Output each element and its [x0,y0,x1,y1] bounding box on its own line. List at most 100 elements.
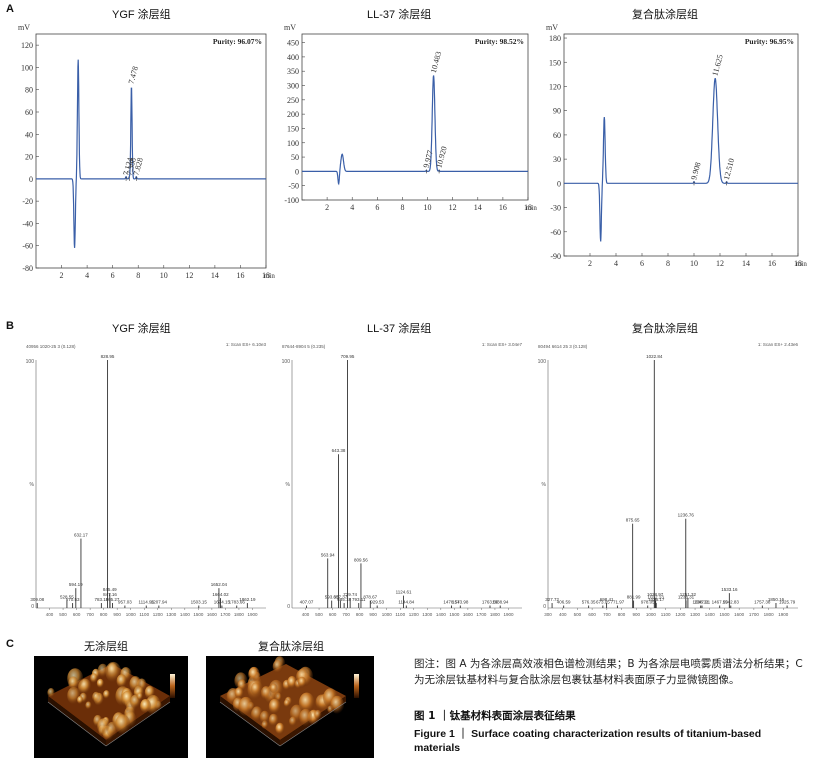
figure-note: 图注：图 A 为各涂层高效液相色谱检测结果；B 为各涂层电喷雾质谱法分析结果；C… [414,658,803,686]
y-tick-label: 0 [557,179,561,188]
spectrum-header-right: 1: Scan ES+ 2.43e6 [758,342,799,347]
peak-label: 845.49 [103,587,117,592]
afm-height-feature [116,674,128,688]
x-tick-label: 1600 [207,612,218,617]
x-tick-label: 8 [666,259,670,268]
peak-label: 528.55 [60,595,74,600]
hplc-chart-ygf: mV 120 100 80 60 40 20 0 -20 -40 -60 -80 2 4 6 8 10 12 14 1… [18,23,275,280]
peak-label: 1543.98 [452,600,469,605]
spectrum-header-left: 40956 1020-25 3 (0.128) [26,344,76,349]
hplc-title-composite: 复合肽涂层组 [632,9,698,21]
hplc-chart-composite: mV 180 150 120 90 60 30 0 -30 -60 -90 2 4 6 8 10 12 14 16 1… [546,23,807,268]
x-tick-label: 1400 [436,612,447,617]
afm-height-feature [330,695,344,714]
x-tick-label: 700 [342,612,350,617]
x-tick-label: 1400 [705,612,716,617]
afm-height-feature [90,673,98,684]
peak-label: 594.19 [69,582,83,587]
y-tick-label: 250 [287,96,299,105]
x-tick-label: 8 [136,271,140,280]
y-tick-label: 150 [549,58,561,67]
figure-title-en: Figure 1 ｜ Surface coating characterizat… [414,728,762,754]
x-tick-label: 900 [369,612,377,617]
y-axis-unit: % [286,482,291,488]
afm-image-composite [206,656,374,758]
afm-height-feature [238,696,254,717]
peak-label: 685.18 [337,597,351,602]
panel-letter-a: A [6,3,14,15]
peak-label: 1542.83 [723,600,740,605]
y-tick-label: 180 [549,34,561,43]
x-tick-label: 14 [211,271,219,280]
y-tick-label: -30 [550,204,561,213]
chromatogram-trace [36,59,266,248]
y-tick-label: 400 [287,53,299,62]
y-tick-label: 80 [25,86,33,95]
afm-height-feature [103,690,110,699]
x-tick-label: 1700 [476,612,487,617]
x-tick-label: 4 [614,259,618,268]
afm-height-feature [144,685,155,699]
purity-label: Purity: 98.52% [475,37,524,46]
x-tick-label: 1900 [247,612,258,617]
x-tick-label: 1200 [675,612,686,617]
figure-title-cn: 图 1 ｜钛基材料表面涂层表征结果 [414,710,576,722]
afm-height-feature [314,709,322,720]
peak-label: 327.72 [545,597,559,602]
y-tick-label: 100 [538,359,547,365]
hplc-title-ygf: YGF 涂层组 [112,9,171,21]
peak-label: 865.27 [106,597,120,602]
peak-label: 847.16 [103,592,117,597]
y-tick-label: 60 [553,131,561,140]
x-tick-label: 18 [524,203,532,212]
peak-label: 563.94 [321,552,335,557]
x-tick-label: 400 [559,612,567,617]
x-tick-label: 16 [768,259,776,268]
x-tick-label: 1700 [220,612,231,617]
peak-label: 570.53 [66,597,80,602]
afm-height-feature [275,722,285,735]
x-tick-label: 600 [588,612,596,617]
chromatogram-trace [564,78,798,242]
x-tick-label: 1300 [422,612,433,617]
peak-label: 643.38 [332,448,346,453]
peak-label: 729.74 [343,592,357,597]
y-tick-label: 100 [287,139,299,148]
panel-letter-b: B [6,320,14,332]
y-tick-label: 100 [26,359,35,365]
x-tick-label: 8 [400,203,404,212]
peak-label: 1124.61 [396,590,412,595]
y-tick-label: 200 [287,110,299,119]
x-tick-label: 600 [73,612,81,617]
ms-title-composite: 复合肽涂层组 [632,323,698,335]
y-tick-label: -40 [22,219,33,228]
peak-label: 7.124 [121,157,134,177]
y-axis-unit: % [542,482,547,488]
afm-height-feature [105,661,122,683]
x-tick-label: 1700 [749,612,760,617]
afm-height-feature [68,676,79,690]
spectrum-header-left: 87644-8904 5 (0.235) [282,344,326,349]
afm-height-feature [77,696,84,705]
peak-label: 1533.16 [721,587,738,592]
peak-label: 657.37 [333,595,347,600]
y-axis-unit: mV [546,23,558,32]
afm-height-feature [270,683,278,694]
afm-height-feature [115,714,131,734]
y-tick-label: 20 [25,153,33,162]
y-tick-label: 40 [25,130,33,139]
x-tick-label: 12 [716,259,724,268]
peak-label: 957.03 [118,600,132,605]
y-axis-unit: mV [18,23,30,32]
peak-label: 673.05 [596,600,610,605]
x-tick-label: 14 [474,203,482,212]
x-axis-unit: min [796,260,807,268]
peak-label: 407.07 [300,600,314,605]
x-tick-label: 700 [603,612,611,617]
ms-chart-ygf: 40956 1020-25 3 (0.128) 1: Scan ES+ 6.10e… [26,342,267,617]
peak-label: 709.95 [341,354,355,359]
y-axis-unit: % [30,482,35,488]
x-axis-unit: min [526,204,537,212]
x-tick-label: 16 [499,203,507,212]
x-tick-label: 4 [85,271,89,280]
